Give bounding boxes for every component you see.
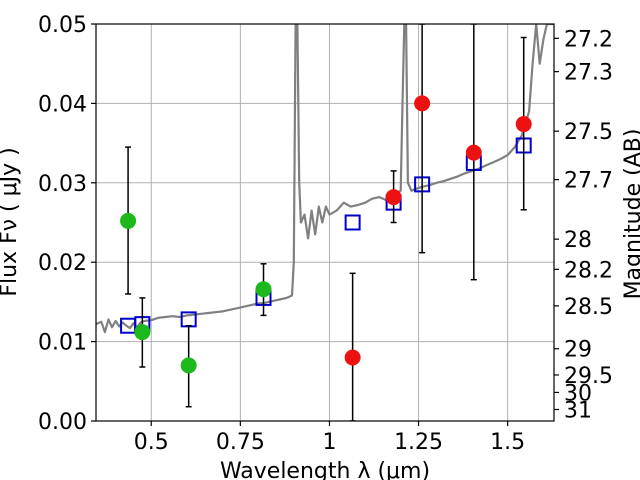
plot-frame <box>95 23 555 422</box>
y2-tick-label: 28 <box>564 228 592 253</box>
y-axis-label: Flux Fν ( μJy ) <box>0 147 22 296</box>
series-line-0 <box>96 24 554 334</box>
series-points-3 <box>344 24 532 421</box>
photometry-point <box>385 189 402 206</box>
y2-tick-label: 27.7 <box>564 169 613 194</box>
photometry-point <box>255 281 272 298</box>
x-tick-label: 1.5 <box>490 430 525 455</box>
y-tick-label: 0.03 <box>38 172 87 197</box>
spectrum-line <box>96 24 554 334</box>
y2-tick-label: 29.5 <box>564 364 613 389</box>
y2-tick-label: 27.2 <box>564 27 613 52</box>
x-tick-label: 1.25 <box>394 430 443 455</box>
y2-tick-label: 28.2 <box>564 258 613 283</box>
y-tick-label: 0.05 <box>38 13 87 38</box>
plot-area <box>96 24 554 421</box>
y2-tick-label: 27.5 <box>564 120 613 145</box>
photometry-point <box>120 212 137 229</box>
y2-tick-label: 28.5 <box>564 295 613 320</box>
y-tick-label: 0.02 <box>38 251 87 276</box>
photometry-point <box>134 324 151 341</box>
y2-tick-label: 30 <box>564 381 592 406</box>
y-axis: 0.00 0.01 0.02 0.03 0.04 0.05 <box>38 13 96 435</box>
grid <box>96 23 554 422</box>
model-square-point <box>344 214 361 231</box>
photometry-point <box>180 357 197 374</box>
y2-axis-label: Magnitude (AB) <box>621 129 640 300</box>
series-points-2 <box>120 146 272 408</box>
y2-tick-label: 27.3 <box>564 61 613 86</box>
series-points-1 <box>120 137 532 334</box>
x-axis-label: Wavelength λ (μm) <box>220 459 430 480</box>
x-tick-label: 0.75 <box>216 430 265 455</box>
y2-tick-label: 31 <box>564 398 592 423</box>
x-axis: 0.5 0.75 1 1.25 1.5 <box>134 421 525 455</box>
y-tick-label: 0.00 <box>38 410 87 435</box>
y-tick-label: 0.01 <box>38 331 87 356</box>
x-tick-label: 0.5 <box>134 430 169 455</box>
photometry-point <box>344 349 361 366</box>
y-tick-label: 0.04 <box>38 92 87 117</box>
x-tick-label: 1 <box>322 430 336 455</box>
y2-tick-label: 29 <box>564 338 592 363</box>
photometry-point <box>414 95 431 112</box>
photometry-point <box>465 144 482 161</box>
photometry-point <box>515 116 532 133</box>
